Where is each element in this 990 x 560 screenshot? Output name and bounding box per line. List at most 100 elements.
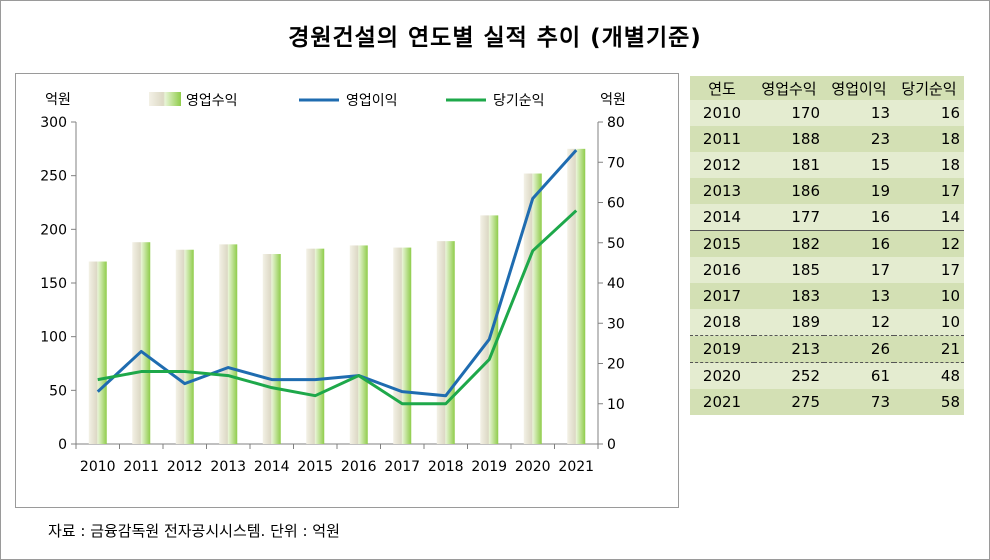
cell-operating-profit: 16 bbox=[824, 230, 894, 257]
cell-operating-profit: 13 bbox=[824, 100, 894, 126]
line-operating-profit bbox=[96, 149, 578, 398]
cell-revenue: 177 bbox=[754, 204, 824, 231]
bar-revenue bbox=[393, 247, 412, 444]
bar-revenue bbox=[88, 261, 107, 444]
table-row: 2015 182 16 12 bbox=[690, 230, 964, 257]
cell-year: 2017 bbox=[690, 283, 754, 309]
y-left-tick-label: 200 bbox=[40, 222, 67, 238]
y-left-tick-label: 150 bbox=[40, 276, 67, 292]
chart-area: 0 50 100 150 200 250 300 0 10 20 30 40 50 60 70 80 2010 2… bbox=[15, 73, 679, 508]
legend-bar-swatch bbox=[149, 92, 181, 106]
y-left-tick-label: 250 bbox=[40, 169, 67, 185]
legend-label-operating-profit: 영업이익 bbox=[346, 93, 398, 109]
cell-year: 2021 bbox=[690, 389, 754, 415]
y-left-tick-label: 0 bbox=[58, 437, 67, 453]
x-tick-label: 2021 bbox=[558, 459, 594, 475]
y-right-tick-label: 60 bbox=[607, 196, 625, 212]
cell-year: 2015 bbox=[690, 230, 754, 257]
source-note: 자료 : 금융감독원 전자공시시스템. 단위 : 억원 bbox=[48, 522, 340, 540]
y-right-tick-label: 40 bbox=[607, 276, 625, 292]
cell-year: 2014 bbox=[690, 204, 754, 231]
combo-chart: 0 50 100 150 200 250 300 0 10 20 30 40 50 60 70 80 2010 2… bbox=[40, 92, 626, 475]
cell-operating-profit: 19 bbox=[824, 178, 894, 204]
cell-year: 2020 bbox=[690, 362, 754, 389]
y-right-axis-label: 억원 bbox=[600, 92, 626, 108]
cell-net-income: 18 bbox=[894, 152, 964, 178]
cell-operating-profit: 61 bbox=[824, 362, 894, 389]
cell-net-income: 16 bbox=[894, 100, 964, 126]
x-tick-label: 2016 bbox=[341, 459, 377, 475]
cell-year: 2013 bbox=[690, 178, 754, 204]
legend-label-revenue: 영업수익 bbox=[186, 93, 238, 109]
y-right-tick-label: 10 bbox=[607, 397, 625, 413]
chart-title: 경원건설의 연도별 실적 추이 (개별기준) bbox=[288, 25, 702, 51]
cell-revenue: 185 bbox=[754, 257, 824, 283]
cell-net-income: 18 bbox=[894, 126, 964, 152]
header-operating-profit: 영업이익 bbox=[824, 76, 894, 100]
x-tick-label: 2010 bbox=[80, 459, 116, 475]
y-right-tick-label: 0 bbox=[607, 437, 616, 453]
cell-revenue: 183 bbox=[754, 283, 824, 309]
x-tick-label: 2012 bbox=[167, 459, 203, 475]
table-row: 2013 186 19 17 bbox=[690, 178, 964, 204]
table-row: 2017 183 13 10 bbox=[690, 283, 964, 309]
bar-revenue bbox=[262, 254, 281, 444]
cell-operating-profit: 16 bbox=[824, 204, 894, 231]
y-right-tick-label: 70 bbox=[607, 155, 625, 171]
table-row: 2010 170 13 16 bbox=[690, 100, 964, 126]
cell-net-income: 17 bbox=[894, 257, 964, 283]
cell-revenue: 188 bbox=[754, 126, 824, 152]
table-row: 2014 177 16 14 bbox=[690, 204, 964, 231]
legend-label-net-income: 당기순익 bbox=[493, 93, 545, 109]
x-tick-label: 2013 bbox=[210, 459, 246, 475]
x-tick-label: 2019 bbox=[471, 459, 507, 475]
cell-year: 2010 bbox=[690, 100, 754, 126]
y-left-tick-label: 50 bbox=[49, 383, 67, 399]
bar-revenue bbox=[523, 173, 542, 444]
bar-revenue bbox=[480, 215, 499, 444]
table-row: 2018 189 12 10 bbox=[690, 309, 964, 336]
y-left-axis-label: 억원 bbox=[45, 92, 71, 108]
cell-revenue: 186 bbox=[754, 178, 824, 204]
data-table: 연도 영업수익 영업이익 당기순익 2010 170 13 16 2011 188 23 18… bbox=[690, 76, 964, 415]
cell-revenue: 170 bbox=[754, 100, 824, 126]
line-net-income bbox=[97, 209, 578, 406]
bar-revenue bbox=[567, 148, 586, 444]
x-tick-label: 2014 bbox=[254, 459, 290, 475]
cell-net-income: 21 bbox=[894, 335, 964, 363]
bar-revenue bbox=[175, 249, 194, 444]
cell-revenue: 181 bbox=[754, 152, 824, 178]
cell-net-income: 48 bbox=[894, 362, 964, 389]
table-header-row: 연도 영업수익 영업이익 당기순익 bbox=[690, 76, 964, 100]
cell-revenue: 213 bbox=[754, 335, 824, 363]
bar-revenue bbox=[349, 245, 368, 444]
table-row: 2021 275 73 58 bbox=[690, 389, 964, 415]
table-row: 2019 213 26 21 bbox=[690, 335, 964, 363]
bar-revenue bbox=[436, 241, 455, 444]
table-row: 2020 252 61 48 bbox=[690, 362, 964, 389]
cell-net-income: 58 bbox=[894, 389, 964, 415]
x-tick-label: 2020 bbox=[515, 459, 551, 475]
table-row: 2016 185 17 17 bbox=[690, 257, 964, 283]
cell-net-income: 14 bbox=[894, 204, 964, 231]
y-right-tick-label: 50 bbox=[607, 236, 625, 252]
cell-operating-profit: 12 bbox=[824, 309, 894, 336]
cell-net-income: 12 bbox=[894, 230, 964, 257]
y-right-tick-label: 80 bbox=[607, 115, 625, 131]
header-revenue: 영업수익 bbox=[754, 76, 824, 100]
header-year: 연도 bbox=[690, 76, 754, 100]
cell-revenue: 182 bbox=[754, 230, 824, 257]
cell-revenue: 189 bbox=[754, 309, 824, 336]
x-tick-label: 2011 bbox=[123, 459, 159, 475]
bar-revenue bbox=[306, 248, 325, 444]
cell-year: 2018 bbox=[690, 309, 754, 336]
cell-year: 2011 bbox=[690, 126, 754, 152]
y-right-tick-label: 20 bbox=[607, 357, 625, 373]
x-tick-label: 2015 bbox=[297, 459, 333, 475]
table-row: 2012 181 15 18 bbox=[690, 152, 964, 178]
x-tick-label: 2017 bbox=[384, 459, 420, 475]
cell-operating-profit: 13 bbox=[824, 283, 894, 309]
cell-operating-profit: 15 bbox=[824, 152, 894, 178]
cell-net-income: 10 bbox=[894, 283, 964, 309]
header-net-income: 당기순익 bbox=[894, 76, 964, 100]
